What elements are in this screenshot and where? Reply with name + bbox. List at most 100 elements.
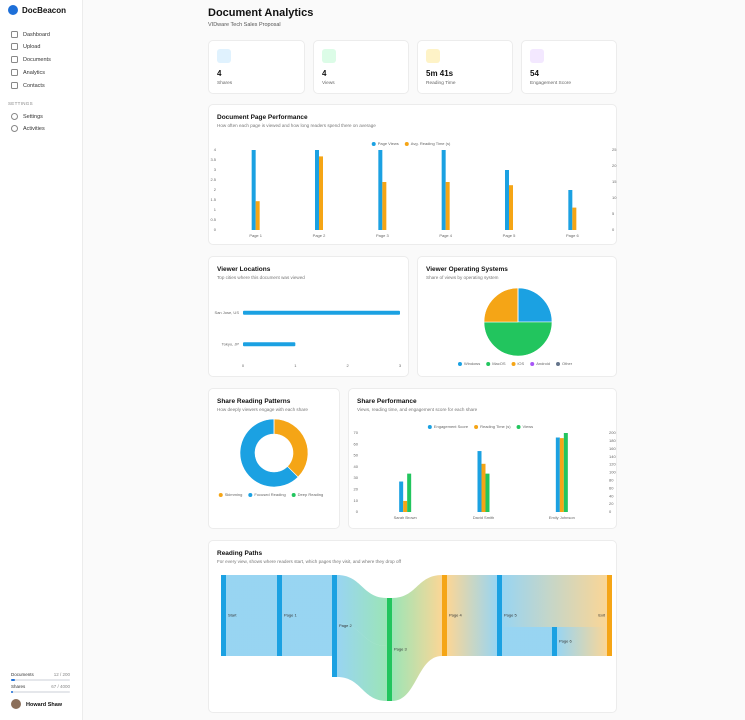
- x-tick-label: Page 3: [376, 233, 389, 238]
- chart: 0 1 2 3 San Jose, US Tokyo, JP: [215, 310, 402, 368]
- legend-label: Reading Time (s): [480, 424, 511, 429]
- nav-item[interactable]: Contacts: [11, 82, 45, 89]
- bar: [568, 190, 573, 230]
- bar: [315, 150, 319, 230]
- y2-tick-label: 0: [609, 509, 612, 514]
- legend-label: iOS: [518, 361, 525, 366]
- legend-swatch: [248, 493, 253, 497]
- stat-value: 5m 41s: [426, 69, 454, 78]
- stat-card: 4 Views: [313, 40, 409, 94]
- y-tick-label: 3: [214, 167, 217, 172]
- flow: [337, 575, 387, 646]
- y-tick-label: 70: [354, 430, 359, 435]
- bar: [509, 185, 513, 230]
- nav-item[interactable]: Settings: [11, 113, 43, 120]
- slice: [239, 418, 299, 488]
- bar: [572, 207, 577, 230]
- usage-bar: [11, 691, 70, 693]
- bar: [555, 437, 560, 512]
- node: [497, 575, 502, 656]
- y-tick-label: 60: [354, 441, 359, 446]
- legend-swatch: [516, 425, 521, 429]
- slice: [517, 287, 553, 323]
- nav-item[interactable]: Dashboard: [11, 31, 50, 38]
- node: [552, 627, 557, 656]
- node-label: Exit: [598, 613, 606, 618]
- icon: [530, 49, 544, 63]
- node-label: Start: [228, 613, 237, 618]
- user-name[interactable]: Howard Shaw: [26, 702, 63, 708]
- card-subtitle: How often each page is viewed and how lo…: [217, 123, 376, 128]
- logo: [8, 5, 18, 15]
- bar: [477, 451, 482, 512]
- legend-label: Skimming: [225, 492, 243, 497]
- nav-item[interactable]: Activities: [11, 125, 45, 132]
- usage-label: Shares: [11, 684, 26, 689]
- nav-item[interactable]: Documents: [11, 56, 51, 63]
- x-tick-label: Emily Johnson: [549, 515, 575, 520]
- flow: [392, 575, 442, 701]
- node-label: Page 1: [284, 613, 297, 618]
- bar: [403, 500, 408, 512]
- brand-name: DocBeacon: [22, 5, 67, 15]
- stat-card: 4 Shares: [208, 40, 305, 94]
- stat-value: 4: [322, 69, 327, 78]
- bar: [319, 156, 323, 230]
- chart-card: Share Reading Patterns How deeply viewers…: [208, 388, 340, 529]
- y-tick-label: 1: [214, 207, 217, 212]
- y2-tick-label: 160: [609, 446, 616, 451]
- y-tick-label: 2.5: [210, 177, 216, 182]
- node: [277, 575, 282, 656]
- avatar: [11, 699, 21, 709]
- bar: [407, 473, 412, 512]
- legend-label: Deep Reading: [298, 492, 324, 497]
- x-tick-label: Page 5: [503, 233, 516, 238]
- stat-value: 4: [217, 69, 222, 78]
- node-label: Page 6: [559, 639, 572, 644]
- stat-label: Views: [322, 81, 335, 86]
- y-tick-label: San Jose, US: [215, 310, 240, 315]
- flow: [447, 575, 497, 656]
- page-title: Document Analytics: [208, 7, 314, 19]
- card-subtitle: Top cities where this document was viewe…: [217, 275, 305, 280]
- legend-swatch: [486, 362, 491, 366]
- icon: [217, 49, 231, 63]
- nav-item[interactable]: Upload: [11, 43, 40, 50]
- nav-label: Contacts: [23, 82, 45, 89]
- y-tick-label: 0: [356, 509, 359, 514]
- y2-tick-label: 100: [609, 470, 616, 475]
- y2-tick-label: 60: [609, 485, 614, 490]
- node: [221, 575, 226, 656]
- legend-swatch: [291, 493, 296, 497]
- stat-label: Reading Time: [426, 81, 456, 86]
- y2-tick-label: 10: [612, 195, 617, 200]
- nav-label: Documents: [23, 56, 51, 63]
- brand[interactable]: DocBeacon: [8, 5, 66, 15]
- flow: [226, 575, 277, 656]
- x-tick-label: 3: [399, 363, 402, 368]
- card-title: Viewer Locations: [217, 266, 271, 273]
- legend-label: Engagement Score: [434, 424, 469, 429]
- y-tick-label: 30: [354, 475, 359, 480]
- y2-tick-label: 5: [612, 211, 615, 216]
- card-title: Share Reading Patterns: [217, 398, 291, 405]
- stat-label: Shares: [217, 81, 233, 86]
- node-label: Page 3: [394, 647, 407, 652]
- nav-item[interactable]: Analytics: [11, 69, 45, 76]
- x-tick-label: Page 2: [313, 233, 326, 238]
- bar: [559, 438, 564, 512]
- chart-card: Viewer Operating Systems Share of views b…: [417, 256, 617, 377]
- y-tick-label: 0: [214, 227, 217, 232]
- stat-card: 54 Engagement Score: [521, 40, 617, 94]
- x-tick-label: Page 1: [249, 233, 262, 238]
- page-subtitle: VIDware Tech Sales Proposal: [208, 22, 281, 28]
- sidebar: DocBeacon Dashboard Upload Documents Ana…: [0, 0, 83, 720]
- node-label: Page 2: [339, 623, 352, 628]
- chart-card: Viewer Locations Top cities where this do…: [208, 256, 409, 377]
- legend-swatch: [474, 425, 479, 429]
- x-tick-label: 1: [294, 363, 297, 368]
- bar: [481, 463, 486, 512]
- stat-label: Engagement Score: [530, 81, 572, 86]
- x-tick-label: David Smith: [473, 515, 495, 520]
